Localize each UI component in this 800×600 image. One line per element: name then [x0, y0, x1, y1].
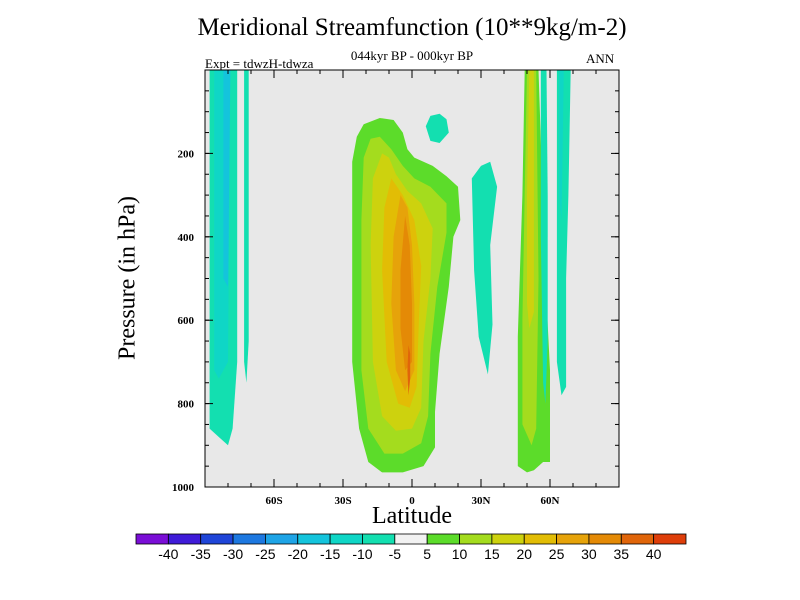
- contour-southern-polar-inner: [223, 70, 231, 287]
- colorbar-swatch: [459, 533, 493, 545]
- colorbar-label: 40: [646, 546, 662, 562]
- x-tick-label: 60N: [541, 495, 560, 507]
- contour-nh-polar-core: [559, 70, 564, 221]
- plot-area: [205, 70, 619, 487]
- colorbar-swatch: [653, 533, 687, 545]
- colorbar-swatch: [523, 533, 557, 545]
- y-tick-label: 800: [178, 399, 195, 411]
- contour-equatorial-35: [407, 345, 411, 396]
- colorbar-swatch: [200, 533, 234, 545]
- x-tick-label: 30S: [334, 495, 351, 507]
- y-tick-label: 400: [178, 232, 195, 244]
- colorbar: -40 -35 -30 -25 -20 -15 -10 -5 5 10 15 20 25 30 35 40: [135, 533, 687, 562]
- y-tick-label: 1000: [172, 482, 195, 494]
- colorbar-label: -40: [158, 546, 178, 562]
- x-tick-label: 30N: [472, 495, 491, 507]
- x-tick-label: 60S: [265, 495, 282, 507]
- colorbar-label: 20: [516, 546, 532, 562]
- y-tick-label: 200: [178, 148, 195, 160]
- chart-title: Meridional Streamfunction (10**9kg/m-2): [197, 14, 627, 41]
- colorbar-label: -35: [191, 546, 211, 562]
- colorbar-label: -5: [389, 546, 402, 562]
- colorbar-swatch: [329, 533, 363, 545]
- colorbar-swatch: [167, 533, 202, 545]
- chart-subtitle: 044kyr BP - 000kyr BP: [350, 48, 474, 63]
- colorbar-swatch: [265, 533, 299, 545]
- colorbar-label: 35: [614, 546, 630, 562]
- contour-nh-midlat-15: [527, 70, 534, 329]
- colorbar-swatch: [394, 533, 428, 545]
- colorbar-swatch: [588, 533, 622, 545]
- x-axis-label: Latitude: [372, 503, 452, 529]
- axes: 60S 30S 0 30N 60N 200 400 600 800 1000: [172, 69, 620, 507]
- colorbar-swatch: [135, 533, 169, 545]
- colorbar-swatch: [620, 533, 655, 545]
- colorbar-label: -15: [320, 546, 340, 562]
- colorbar-label: 25: [549, 546, 565, 562]
- contour-nh-subtropical-negative: [471, 161, 498, 375]
- colorbar-swatch: [297, 533, 331, 545]
- colorbar-swatch: [362, 533, 396, 545]
- colorbar-swatch: [491, 533, 525, 545]
- colorbar-label: -30: [223, 546, 243, 562]
- colorbar-swatch: [426, 533, 460, 545]
- colorbar-label: -25: [255, 546, 275, 562]
- colorbar-label: 15: [484, 546, 500, 562]
- colorbar-swatch: [556, 533, 590, 545]
- contour-southern-polar-strip: [244, 70, 249, 383]
- colorbar-label: -20: [288, 546, 308, 562]
- x-tick-label: 0: [409, 495, 415, 507]
- contour-tropical-blob-top: [425, 113, 449, 143]
- colorbar-label: 5: [423, 546, 431, 562]
- y-tick-label: 600: [178, 315, 195, 327]
- season-label: ANN: [586, 51, 615, 66]
- colorbar-label: -10: [352, 546, 372, 562]
- contour-equatorial-30: [400, 215, 412, 371]
- colorbar-label: 10: [452, 546, 468, 562]
- experiment-label: Expt = tdwzH-tdwza: [205, 56, 314, 71]
- colorbar-swatch: [232, 533, 266, 545]
- colorbar-label: 30: [581, 546, 597, 562]
- contour-nh-cross-negative: [540, 70, 548, 404]
